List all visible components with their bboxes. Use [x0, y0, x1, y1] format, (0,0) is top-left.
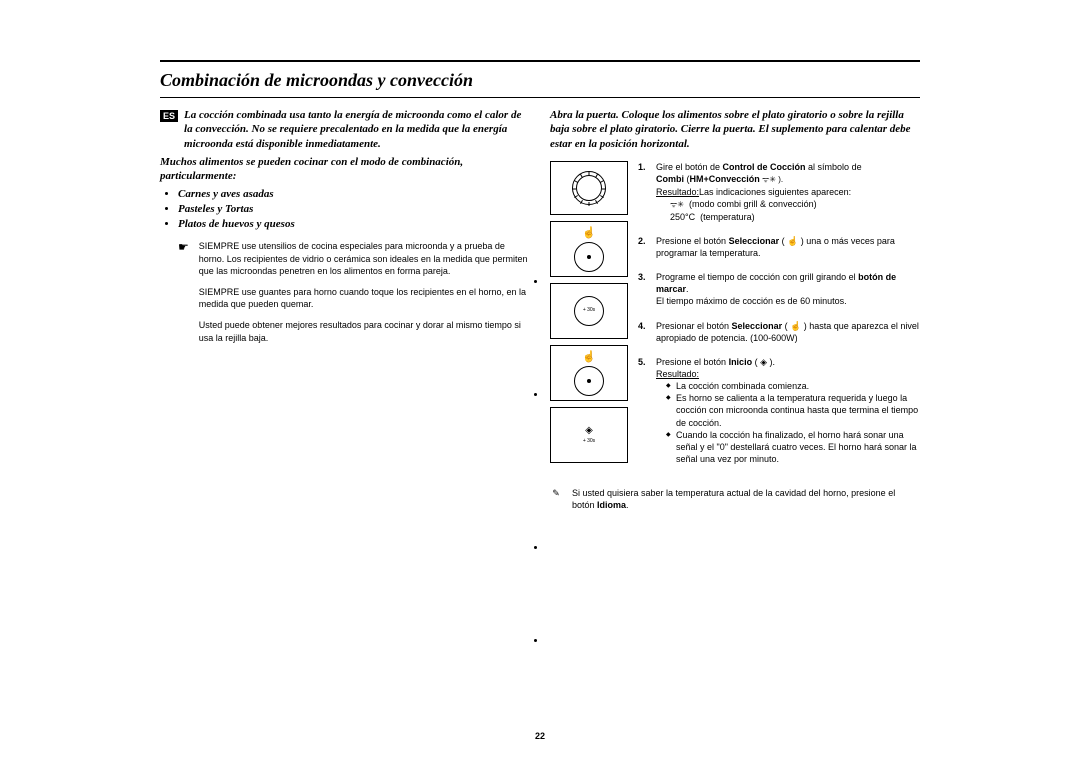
bullet-item: Platos de huevos y quesos	[178, 217, 530, 232]
note-p1: SIEMPRE use utensilios de cocina especia…	[199, 240, 530, 278]
note-p3: Usted puede obtener mejores resultados p…	[199, 319, 530, 344]
hand-icon: ☝	[582, 350, 596, 363]
content-columns: ES La cocción combinada usa tanto la ene…	[160, 108, 920, 511]
language-badge: ES	[160, 110, 178, 122]
diagram-select-2: ☝	[550, 345, 628, 401]
info-icon: ✎	[550, 487, 562, 511]
diagram-start: ◈ + 30s	[550, 407, 628, 463]
steps-list: 1. Gire el botón de Control de Cocción a…	[638, 161, 920, 477]
step-2: 2. Presione el botón Seleccionar ( ☝ ) u…	[638, 235, 920, 259]
result-item: Es horno se calienta a la temperatura re…	[666, 392, 920, 428]
step-number: 5.	[638, 356, 650, 465]
pointer-icon: ☛	[178, 241, 189, 352]
diagram-select-1: ☝	[550, 221, 628, 277]
step-1: 1. Gire el botón de Control de Cocción a…	[638, 161, 920, 223]
step-body: Presione el botón Seleccionar ( ☝ ) una …	[656, 235, 920, 259]
diagram-timer: + 30s	[550, 283, 628, 339]
top-rule	[160, 60, 920, 62]
right-column: Abra la puerta. Coloque los alimentos so…	[550, 108, 920, 511]
intro-right: Abra la puerta. Coloque los alimentos so…	[550, 108, 920, 151]
diagram-column: ☝ + 30s ☝ ◈ + 30s	[550, 161, 628, 477]
step-number: 3.	[638, 271, 650, 307]
step-4: 4. Presionar el botón Seleccionar ( ☝ ) …	[638, 320, 920, 344]
step-body: Gire el botón de Control de Cocción al s…	[656, 161, 920, 223]
start-icon: ◈	[585, 425, 593, 436]
title-underline	[160, 97, 920, 98]
left-column: ES La cocción combinada usa tanto la ene…	[160, 108, 530, 511]
result-item: Cuando la cocción ha finalizado, el horn…	[666, 429, 920, 465]
note-p2: SIEMPRE use guantes para horno cuando to…	[199, 286, 530, 311]
page-title: Combinación de microondas y convección	[160, 70, 920, 91]
step-3: 3. Programe el tiempo de cocción con gri…	[638, 271, 920, 307]
result-item: La cocción combinada comienza.	[666, 380, 920, 392]
footnote-text: Si usted quisiera saber la temperatura a…	[572, 487, 920, 511]
step-body: Presione el botón Inicio ( ◈ ). Resultad…	[656, 356, 920, 465]
intro-row: ES La cocción combinada usa tanto la ene…	[160, 108, 530, 151]
footnote: ✎ Si usted quisiera saber la temperatura…	[550, 487, 920, 511]
step-body: Programe el tiempo de cocción con grill …	[656, 271, 920, 307]
step-number: 2.	[638, 235, 650, 259]
step-body: Presionar el botón Seleccionar ( ☝ ) has…	[656, 320, 920, 344]
dial-icon	[572, 171, 606, 205]
knob-icon: + 30s	[574, 296, 604, 326]
result-bullets: La cocción combinada comienza. Es horno …	[666, 380, 920, 465]
right-content: ☝ + 30s ☝ ◈ + 30s	[550, 161, 920, 477]
page-number: 22	[535, 731, 545, 741]
bullet-item: Carnes y aves asadas	[178, 187, 530, 202]
step-number: 1.	[638, 161, 650, 223]
sub-intro: Muchos alimentos se pueden cocinar con e…	[160, 155, 530, 184]
diagram-dial	[550, 161, 628, 215]
step-5: 5. Presione el botón Inicio ( ◈ ). Resul…	[638, 356, 920, 465]
step-number: 4.	[638, 320, 650, 344]
note-text: SIEMPRE use utensilios de cocina especia…	[199, 240, 530, 352]
food-bullets: Carnes y aves asadas Pasteles y Tortas P…	[178, 187, 530, 232]
knob-icon	[574, 366, 604, 396]
bullet-item: Pasteles y Tortas	[178, 202, 530, 217]
hand-icon: ☝	[582, 226, 596, 239]
intro-left: La cocción combinada usa tanto la energí…	[184, 108, 530, 151]
margin-dots	[534, 280, 538, 752]
note-block: ☛ SIEMPRE use utensilios de cocina espec…	[178, 240, 530, 352]
knob-icon	[574, 242, 604, 272]
knob-label: + 30s	[583, 439, 595, 444]
knob-label: + 30s	[583, 308, 595, 313]
